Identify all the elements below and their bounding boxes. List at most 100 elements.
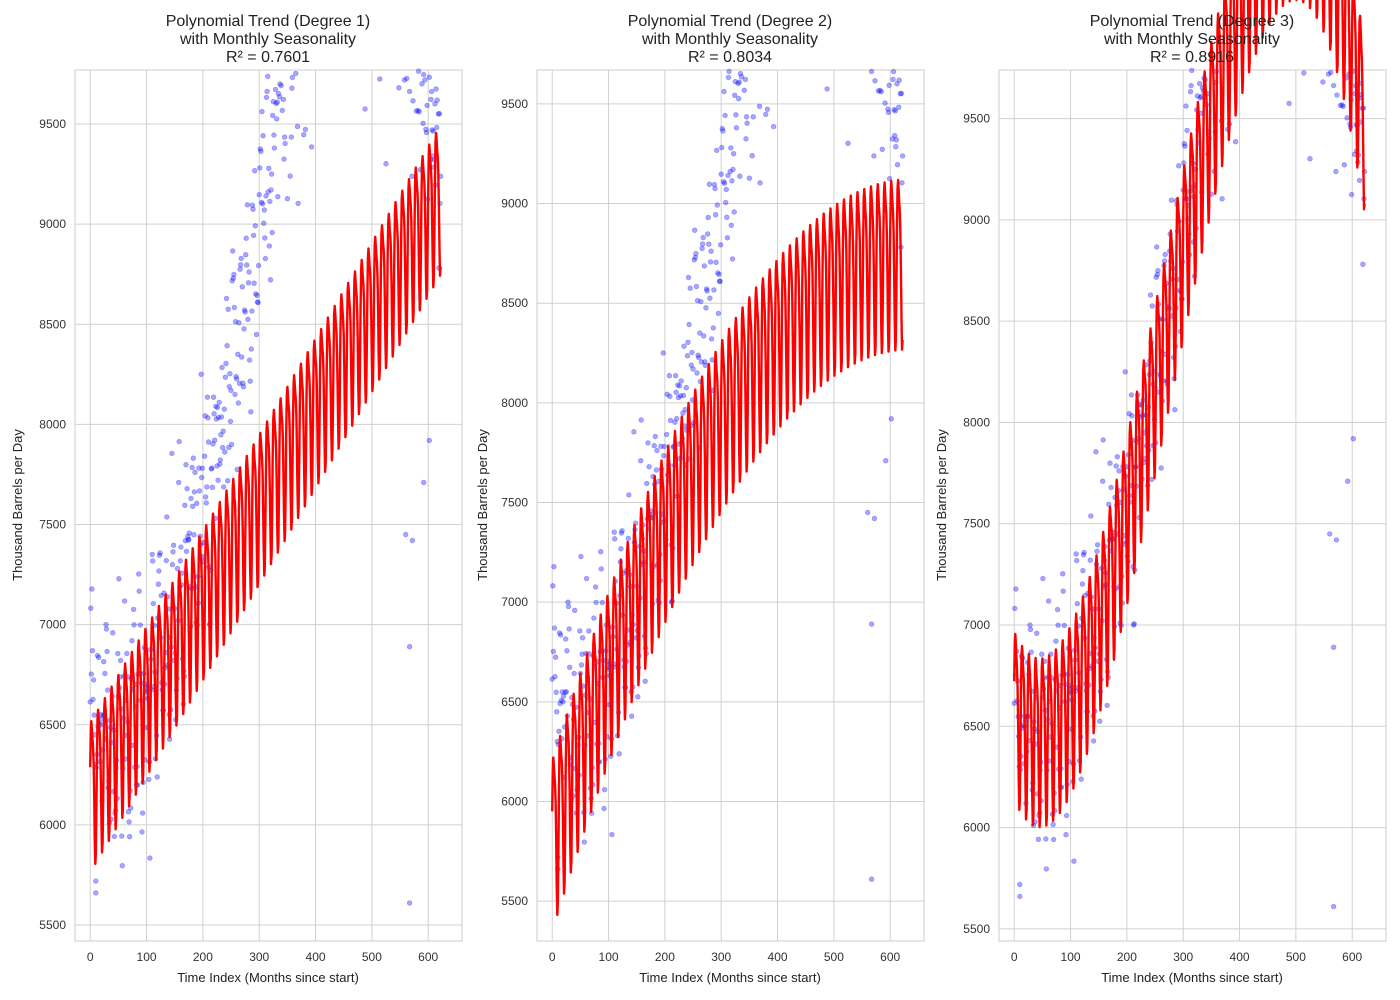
scatter-point (406, 643, 413, 650)
scatter-point (609, 831, 615, 838)
scatter-point (724, 235, 731, 241)
scatter-point (257, 146, 264, 152)
y-tick-label: 5500 (39, 918, 66, 932)
scatter-point (593, 599, 599, 606)
scatter-point (188, 495, 194, 502)
scatter-point (694, 370, 700, 376)
scatter-point (255, 262, 262, 269)
scatter-point (697, 330, 703, 336)
scatter-point (1149, 303, 1155, 309)
scatter-point (1094, 548, 1100, 554)
y-tick-label: 9500 (501, 97, 528, 111)
scatter-point (712, 185, 718, 192)
scatter-point (270, 98, 277, 105)
scatter-point (733, 125, 740, 131)
scatter-point (737, 70, 744, 77)
scatter-point (214, 463, 220, 469)
scatter-point (139, 829, 145, 835)
scatter-point (719, 125, 726, 132)
y-tick-label: 7000 (39, 618, 66, 632)
scatter-point (154, 774, 160, 780)
scatter-point (222, 374, 229, 380)
scatter-point (744, 120, 750, 126)
scatter-point (894, 81, 900, 87)
y-axis-ticks: 5500 6000 6500 7000 7500 8000 8500 9000 9500 (501, 97, 528, 908)
scatter-point (264, 88, 270, 95)
scatter-point (894, 161, 901, 168)
scatter-point (711, 181, 718, 188)
scatter-point (551, 564, 557, 570)
scatter-point (756, 103, 763, 109)
y-tick-label: 5500 (963, 922, 990, 936)
scatter-point (705, 231, 711, 237)
scatter-point (295, 200, 301, 207)
scatter-point (208, 466, 215, 472)
scatter-point (201, 453, 208, 459)
scatter-point (598, 566, 604, 572)
scatter-point (274, 116, 280, 122)
scatter-point (193, 500, 200, 506)
scatter-point (741, 87, 748, 93)
scatter-point (215, 477, 221, 483)
chart-title-line-2: with Monthly Seasonality (1103, 31, 1280, 48)
scatter-point (686, 321, 692, 328)
y-axis-label: Thousand Barrels per Day (934, 429, 949, 581)
scatter-point (687, 285, 693, 291)
scatter-point (764, 106, 771, 112)
scatter-point (890, 68, 897, 75)
scatter-point (667, 417, 674, 424)
scatter-point (288, 134, 295, 140)
scatter-point (235, 351, 241, 357)
scatter-point (232, 319, 239, 325)
scatter-point (1330, 644, 1337, 650)
scatter-point (677, 393, 684, 399)
scatter-point (183, 548, 190, 555)
scatter-point (1040, 575, 1046, 582)
scatter-point (868, 68, 875, 75)
scatter-point (712, 212, 719, 218)
scatter-point (889, 136, 896, 142)
scatter-point (1176, 163, 1182, 169)
scatter-point (553, 689, 559, 695)
scatter-point (737, 173, 743, 179)
scatter-point (664, 391, 670, 397)
scatter-point (1122, 369, 1128, 375)
scatter-point (868, 621, 875, 627)
fit-line-path (89, 131, 442, 866)
scatter-point (268, 187, 274, 193)
scatter-point (882, 100, 888, 106)
scatter-point (126, 833, 133, 840)
scatter-point (1320, 79, 1326, 85)
scatter-point (1345, 478, 1351, 484)
scatter-point (695, 352, 701, 358)
scatter-point (275, 193, 281, 200)
scatter-point (890, 76, 896, 83)
scatter-point (563, 688, 569, 695)
scatter-point (877, 87, 883, 94)
scatter-point (651, 443, 657, 449)
scatter-point (885, 106, 891, 112)
scatter-point (115, 650, 121, 657)
scatter-point (560, 699, 566, 705)
scatter-point (219, 364, 225, 371)
x-tick-label: 500 (824, 950, 844, 964)
x-tick-label: 400 (768, 950, 788, 964)
y-tick-label: 8500 (501, 296, 528, 310)
scatter-point (722, 112, 728, 119)
scatter-point (699, 245, 705, 252)
scatter-point (235, 400, 242, 406)
scatter-point (731, 209, 737, 215)
scatter-point (88, 605, 94, 611)
chart-title-line-3: R² = 0.7601 (226, 49, 310, 66)
scatter-point (184, 533, 191, 540)
x-tick-label: 0 (1011, 950, 1018, 964)
scatter-point (428, 96, 434, 103)
scatter-point (409, 173, 415, 180)
scatter-point (899, 153, 906, 159)
scatter-point (210, 394, 217, 400)
scatter-point (1330, 82, 1337, 89)
scatter-point (743, 136, 749, 142)
scatter-point (715, 270, 721, 276)
scatter-point (645, 440, 651, 446)
scatter-point (246, 269, 252, 275)
